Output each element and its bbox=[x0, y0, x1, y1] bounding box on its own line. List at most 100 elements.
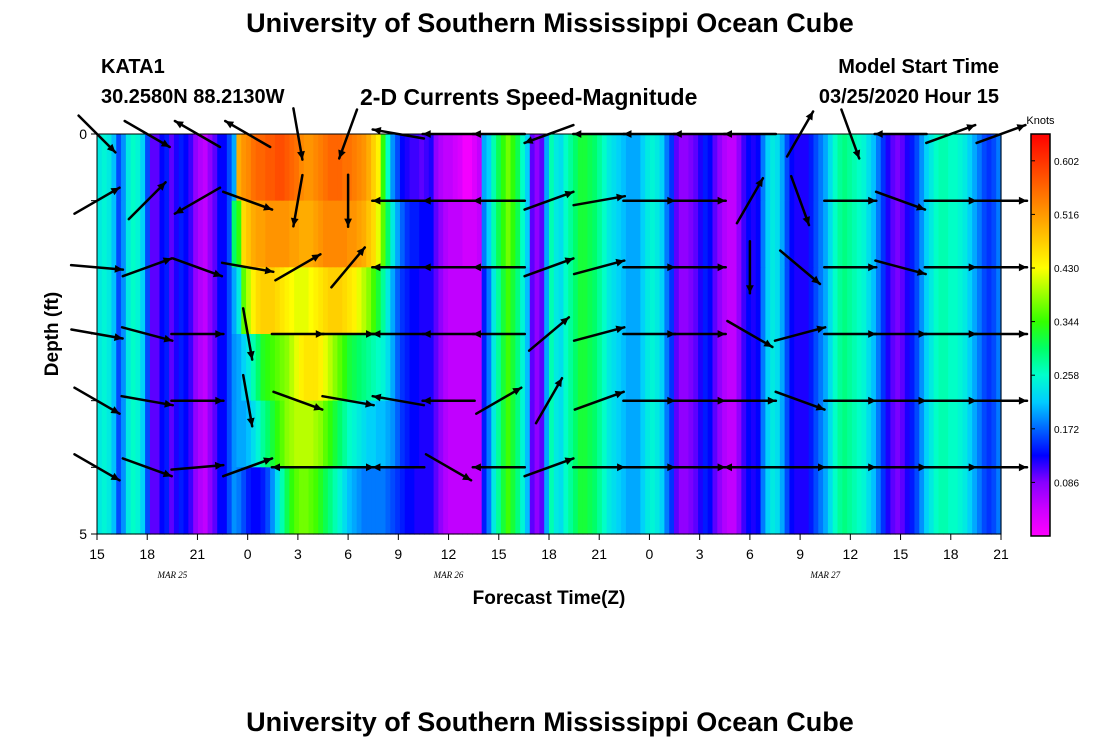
heatmap-cell bbox=[505, 267, 512, 335]
heatmap-cell bbox=[842, 200, 848, 268]
heatmap-cell bbox=[520, 134, 526, 202]
heatmap-cell bbox=[399, 200, 406, 268]
heatmap-cell bbox=[784, 467, 791, 535]
heatmap-cell bbox=[149, 334, 156, 402]
heatmap-cell bbox=[957, 134, 964, 202]
heatmap-cell bbox=[707, 400, 714, 468]
heatmap-cell bbox=[553, 467, 560, 535]
heatmap-cell bbox=[491, 400, 497, 468]
heatmap-cell bbox=[875, 200, 882, 268]
heatmap-cell bbox=[933, 200, 940, 268]
heatmap-cell bbox=[669, 267, 675, 335]
heatmap-cell bbox=[125, 334, 132, 402]
heatmap-cell bbox=[693, 134, 699, 202]
heatmap-cell bbox=[505, 400, 512, 468]
heatmap-cell bbox=[981, 400, 988, 468]
heatmap-cell bbox=[688, 467, 694, 535]
heatmap-cell bbox=[342, 134, 348, 202]
heatmap-cell bbox=[433, 467, 440, 535]
heatmap-cell bbox=[284, 334, 290, 402]
heatmap-cell bbox=[659, 400, 666, 468]
heatmap-cell bbox=[303, 267, 310, 335]
heatmap-cell bbox=[957, 400, 964, 468]
heatmap-cell bbox=[976, 200, 983, 268]
heatmap-cell bbox=[188, 267, 194, 335]
heatmap-cell bbox=[943, 334, 949, 402]
heatmap-cell bbox=[226, 334, 233, 402]
heatmap-cell bbox=[97, 400, 103, 468]
heatmap-cell bbox=[399, 334, 406, 402]
heatmap-cell bbox=[808, 400, 815, 468]
heatmap-cell bbox=[924, 400, 930, 468]
heatmap-cell bbox=[573, 400, 579, 468]
heatmap-cell bbox=[856, 134, 863, 202]
heatmap-cell bbox=[178, 267, 185, 335]
heatmap-cell bbox=[664, 200, 670, 268]
heatmap-cell bbox=[683, 400, 690, 468]
heatmap-cell bbox=[568, 334, 574, 402]
heatmap-cell bbox=[928, 134, 935, 202]
heatmap-cell bbox=[972, 334, 978, 402]
heatmap-cell bbox=[183, 400, 189, 468]
heatmap-cell bbox=[625, 467, 632, 535]
heatmap-cell bbox=[380, 267, 387, 335]
heatmap-cell bbox=[597, 334, 603, 402]
heatmap-cell bbox=[284, 134, 290, 202]
heatmap-cell bbox=[222, 134, 228, 202]
heatmap-cell bbox=[356, 200, 363, 268]
heatmap-cell bbox=[356, 134, 363, 202]
heatmap-cell bbox=[404, 134, 411, 202]
heatmap-cell bbox=[688, 267, 694, 335]
heatmap-cell bbox=[601, 200, 608, 268]
x-tick-label: 15 bbox=[491, 546, 507, 562]
heatmap-cell bbox=[236, 267, 242, 335]
heatmap-cell bbox=[842, 334, 848, 402]
heatmap-cell bbox=[933, 267, 940, 335]
current-vector-arrow bbox=[622, 263, 677, 272]
heatmap-cell bbox=[529, 467, 536, 535]
heatmap-cell bbox=[775, 267, 781, 335]
heatmap-cell bbox=[645, 267, 651, 335]
heatmap-cell bbox=[529, 400, 536, 468]
heatmap-cell bbox=[520, 467, 526, 535]
heatmap-cell bbox=[135, 334, 141, 402]
heatmap-cell bbox=[246, 467, 252, 535]
heatmap-cell bbox=[871, 200, 877, 268]
x-tick-label: 12 bbox=[441, 546, 457, 562]
heatmap-cell bbox=[433, 400, 440, 468]
heatmap-cell bbox=[130, 334, 137, 402]
heatmap-cell bbox=[611, 200, 617, 268]
footer-title: University of Southern Mississippi Ocean… bbox=[246, 707, 854, 737]
heatmap-cell bbox=[726, 267, 733, 335]
heatmap-cell bbox=[318, 267, 324, 335]
heatmap-cell bbox=[486, 134, 492, 202]
heatmap-cell bbox=[135, 400, 141, 468]
heatmap-cell bbox=[712, 267, 718, 335]
heatmap-cell bbox=[500, 200, 507, 268]
heatmap-cell bbox=[837, 400, 843, 468]
x-tick-label: 9 bbox=[394, 546, 402, 562]
heatmap-cell bbox=[265, 134, 271, 202]
heatmap-cell bbox=[702, 200, 709, 268]
heatmap-cell bbox=[722, 400, 728, 468]
heatmap-cell bbox=[851, 200, 858, 268]
x-tick-label: 21 bbox=[190, 546, 206, 562]
heatmap-cell bbox=[741, 134, 747, 202]
heatmap-cell bbox=[159, 267, 165, 335]
colorbar-tick-label: 0.258 bbox=[1054, 371, 1079, 382]
heatmap-cell bbox=[909, 334, 916, 402]
heatmap-cell bbox=[260, 334, 266, 402]
heatmap-cell bbox=[347, 200, 353, 268]
heatmap-cell bbox=[943, 400, 949, 468]
heatmap-cell bbox=[145, 467, 151, 535]
heatmap-cell bbox=[327, 334, 334, 402]
heatmap-cell bbox=[385, 267, 391, 335]
current-vector-arrow bbox=[572, 258, 626, 276]
heatmap-cell bbox=[827, 467, 834, 535]
colorbar-tick-label: 0.172 bbox=[1054, 425, 1079, 436]
heatmap-cell bbox=[885, 467, 892, 535]
heatmap-cell bbox=[197, 200, 204, 268]
heatmap-cell bbox=[967, 400, 973, 468]
heatmap-cell bbox=[385, 334, 391, 402]
heatmap-cell bbox=[549, 267, 555, 335]
